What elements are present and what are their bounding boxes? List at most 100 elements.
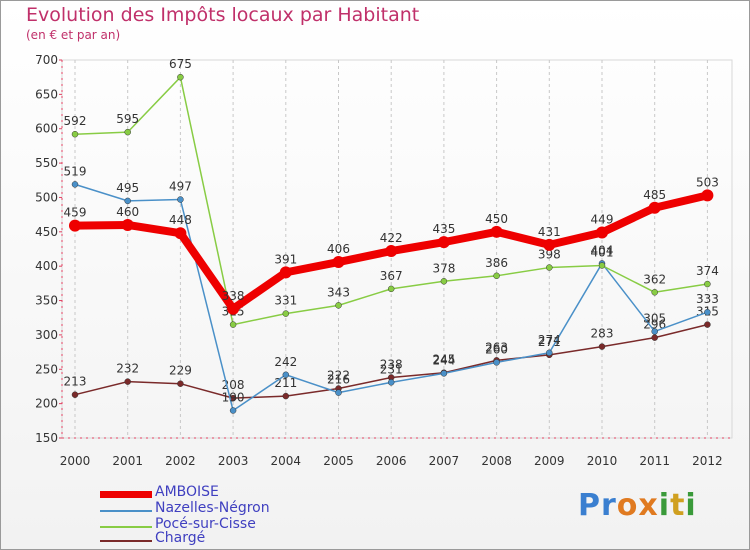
- chart-title: Evolution des Impôts locaux par Habitant: [26, 4, 420, 26]
- data-label-poce-sur-cisse: 362: [643, 272, 666, 286]
- data-point-charge: [598, 343, 606, 350]
- x-tick-label: 2003: [218, 454, 249, 468]
- data-point-poce-sur-cisse: [282, 310, 290, 317]
- data-label-charge: 271: [538, 335, 561, 349]
- data-point-amboise: [69, 219, 81, 232]
- legend-swatch-poce-sur-cisse: [100, 526, 152, 528]
- data-point-nazelles-negron: [387, 379, 395, 386]
- data-label-poce-sur-cisse: 343: [327, 285, 350, 299]
- y-tick-label: 150: [35, 431, 58, 445]
- data-label-amboise: 460: [116, 205, 139, 219]
- data-label-amboise: 448: [169, 213, 192, 227]
- data-point-amboise: [490, 225, 503, 238]
- data-point-amboise: [437, 236, 450, 249]
- data-point-poce-sur-cisse: [335, 302, 342, 309]
- data-point-nazelles-negron: [229, 407, 237, 414]
- data-point-amboise: [648, 201, 661, 214]
- data-label-charge: 245: [432, 353, 455, 367]
- x-tick-label: 2001: [112, 454, 143, 468]
- data-label-poce-sur-cisse: 592: [64, 114, 87, 128]
- data-point-poce-sur-cisse: [440, 278, 448, 285]
- data-label-nazelles-negron: 333: [696, 292, 719, 306]
- y-tick-label: 500: [35, 190, 58, 204]
- data-point-charge: [177, 380, 184, 387]
- data-point-charge: [282, 392, 290, 400]
- data-label-amboise: 435: [432, 222, 455, 236]
- data-point-amboise: [701, 189, 714, 202]
- data-point-poce-sur-cisse: [546, 264, 553, 271]
- data-point-charge: [651, 334, 658, 341]
- data-point-poce-sur-cisse: [651, 289, 658, 296]
- data-label-poce-sur-cisse: 675: [169, 57, 192, 71]
- x-tick-label: 2011: [639, 454, 670, 468]
- data-label-poce-sur-cisse: 331: [274, 294, 297, 308]
- data-point-amboise: [279, 266, 292, 279]
- legend-item-poce-sur-cisse: Pocé-sur-Cisse: [100, 516, 360, 534]
- data-label-nazelles-negron: 495: [116, 181, 139, 195]
- data-label-poce-sur-cisse: 398: [538, 248, 561, 262]
- data-label-charge: 211: [274, 376, 297, 390]
- data-label-charge: 238: [380, 358, 403, 372]
- data-label-poce-sur-cisse: 595: [116, 112, 139, 126]
- data-label-poce-sur-cisse: 386: [485, 256, 508, 270]
- data-label-charge: 213: [64, 375, 87, 389]
- y-tick-label: 300: [35, 328, 58, 342]
- data-label-nazelles-negron: 216: [327, 373, 350, 387]
- x-tick-label: 2010: [587, 454, 618, 468]
- data-label-nazelles-negron: 404: [591, 243, 614, 257]
- data-label-nazelles-negron: 244: [432, 353, 455, 367]
- y-tick-label: 250: [35, 362, 58, 376]
- data-point-poce-sur-cisse: [704, 280, 711, 288]
- x-tick-label: 2005: [323, 454, 354, 468]
- data-label-poce-sur-cisse: 401: [591, 245, 614, 259]
- data-label-charge: 283: [591, 327, 614, 341]
- legend-item-amboise: AMBOISE: [100, 484, 360, 502]
- data-point-nazelles-negron: [704, 308, 711, 316]
- data-point-amboise: [121, 218, 134, 231]
- data-point-amboise: [385, 245, 398, 258]
- data-label-amboise: 391: [274, 252, 297, 266]
- data-label-amboise: 406: [327, 242, 350, 256]
- data-label-amboise: 422: [380, 231, 403, 245]
- logo-letter: i: [658, 488, 671, 523]
- data-label-nazelles-negron: 260: [485, 342, 508, 356]
- chart-subtitle: (en € et par an): [26, 28, 121, 42]
- data-point-charge: [71, 391, 79, 398]
- legend-label-nazelles-negron: Nazelles-Négron: [155, 500, 270, 516]
- data-label-nazelles-negron: 231: [380, 362, 403, 376]
- data-point-charge: [124, 378, 131, 385]
- x-tick-label: 2009: [534, 454, 565, 468]
- data-point-poce-sur-cisse: [71, 130, 79, 138]
- data-label-amboise: 459: [64, 206, 87, 220]
- x-tick-label: 2002: [165, 454, 196, 468]
- x-tick-label: 2012: [692, 454, 723, 468]
- data-point-nazelles-negron: [71, 181, 79, 188]
- y-tick-label: 700: [35, 53, 58, 67]
- data-label-nazelles-negron: 305: [643, 311, 666, 325]
- data-label-amboise: 485: [643, 188, 666, 202]
- data-label-amboise: 338: [222, 289, 245, 303]
- data-point-nazelles-negron: [282, 371, 290, 379]
- legend-swatch-charge: [100, 540, 152, 542]
- x-tick-label: 2000: [60, 454, 91, 468]
- data-label-charge: 232: [116, 362, 139, 376]
- data-point-poce-sur-cisse: [177, 73, 184, 81]
- plot-area: [61, 59, 733, 439]
- data-point-poce-sur-cisse: [598, 262, 606, 269]
- data-label-nazelles-negron: 274: [538, 333, 561, 347]
- x-tick-label: 2007: [429, 454, 460, 468]
- legend-swatch-nazelles-negron: [100, 510, 152, 512]
- x-tick-label: 2004: [271, 454, 302, 468]
- data-point-poce-sur-cisse: [229, 321, 237, 328]
- data-point-amboise: [227, 302, 240, 315]
- y-tick-label: 350: [35, 294, 58, 308]
- data-label-amboise: 449: [591, 213, 614, 227]
- data-label-charge: 296: [643, 318, 666, 332]
- data-point-charge: [704, 321, 711, 328]
- logo-letter: i: [685, 488, 697, 523]
- logo-letter: r: [601, 488, 617, 523]
- legend-item-charge: Chargé: [100, 530, 360, 548]
- logo-letter: o: [616, 488, 639, 523]
- data-point-amboise: [596, 226, 608, 239]
- data-label-nazelles-negron: 519: [64, 164, 87, 178]
